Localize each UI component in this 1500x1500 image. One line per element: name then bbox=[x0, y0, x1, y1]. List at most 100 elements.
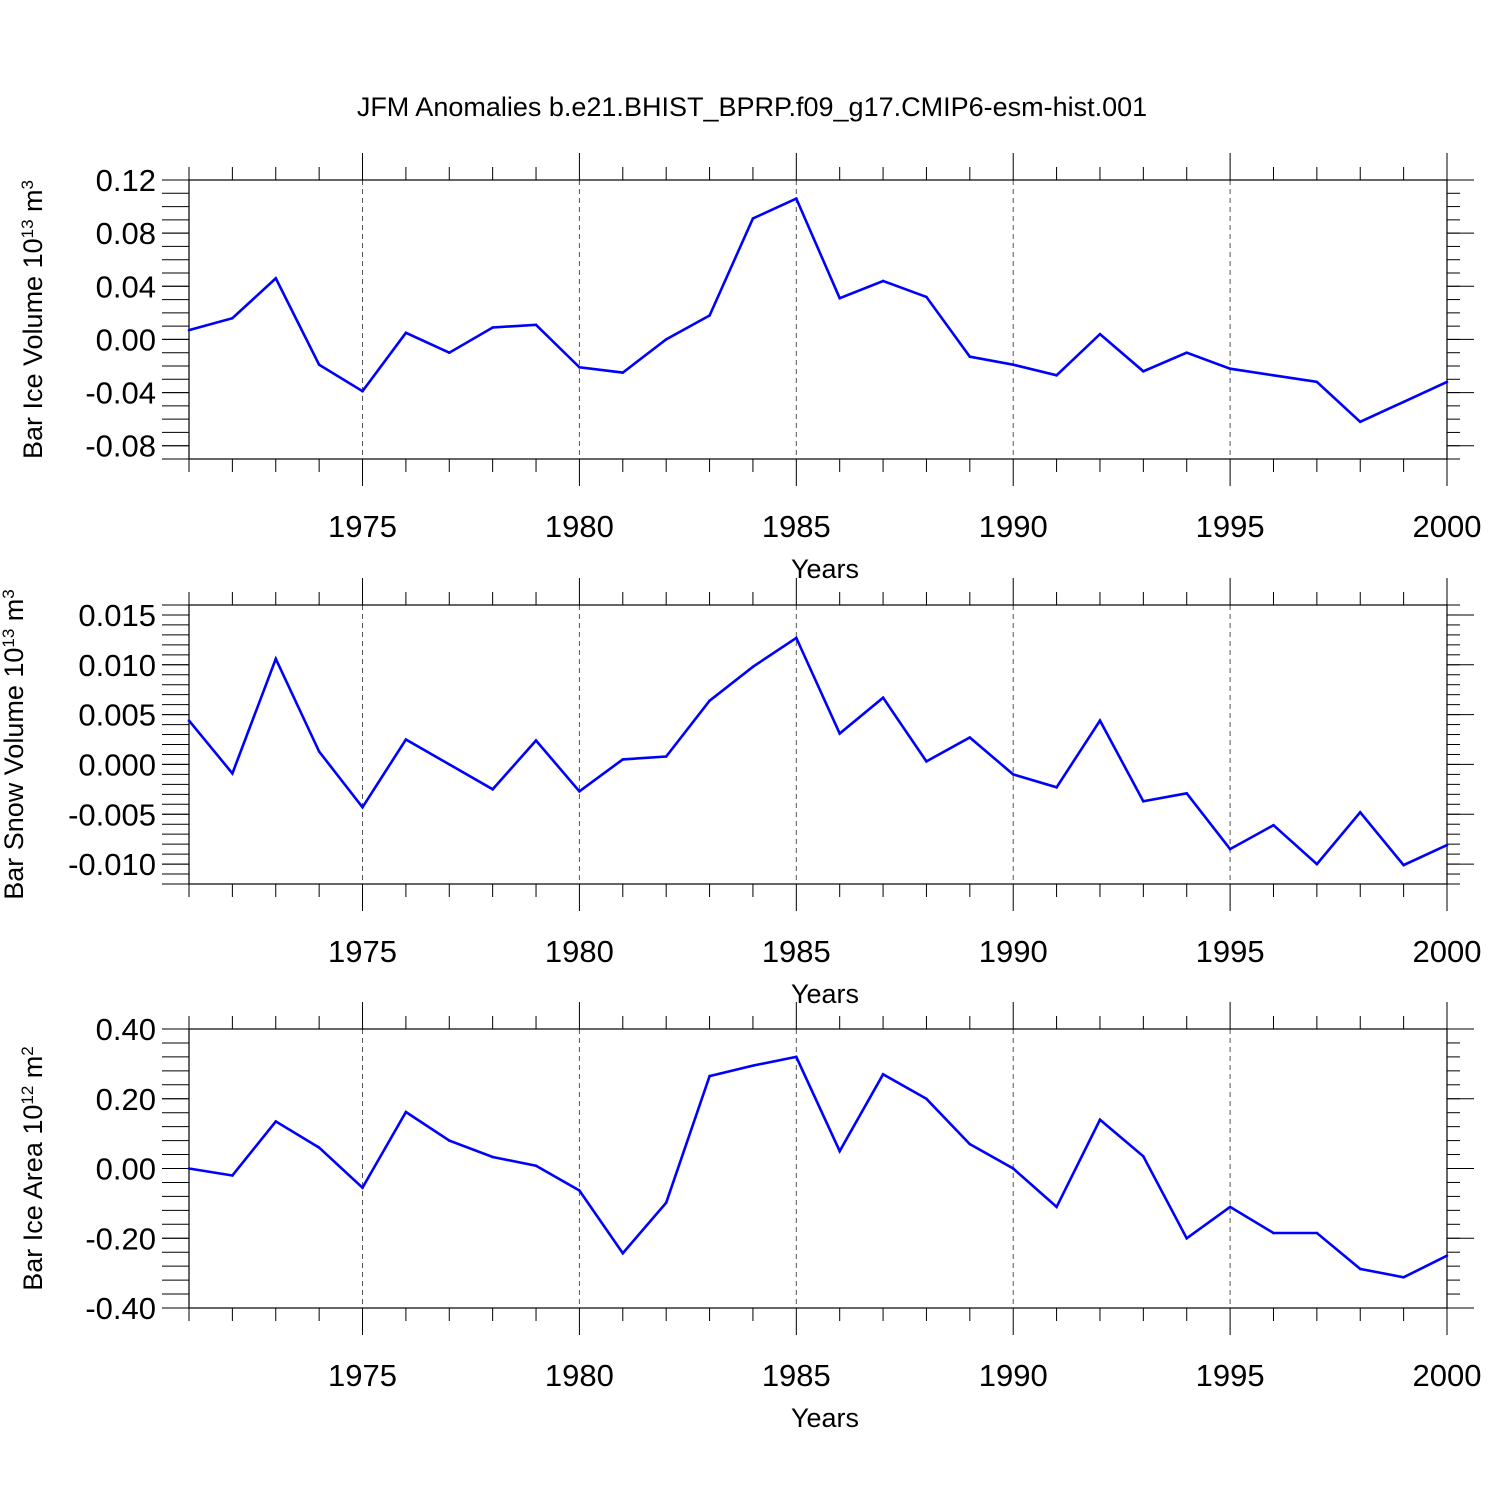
data-point bbox=[708, 699, 711, 702]
data-point bbox=[447, 1139, 451, 1142]
y-tick-label: -0.04 bbox=[85, 376, 156, 411]
series-line bbox=[187, 635, 1448, 867]
data-point bbox=[491, 788, 494, 791]
data-point bbox=[361, 1186, 364, 1189]
data-point bbox=[187, 1167, 191, 1170]
data-point bbox=[404, 1110, 408, 1114]
data-point bbox=[881, 1073, 885, 1076]
plot-frame bbox=[188, 1028, 1448, 1309]
data-point bbox=[838, 1149, 841, 1153]
data-point bbox=[968, 736, 972, 739]
data-point bbox=[1185, 351, 1189, 355]
y-axis-label: Bar Ice Area 1012 m2 bbox=[18, 1046, 49, 1291]
data-point bbox=[1315, 862, 1319, 866]
y-tick-label: -0.08 bbox=[85, 429, 156, 464]
data-point bbox=[317, 750, 321, 753]
x-tick-label: 2000 bbox=[1413, 934, 1482, 969]
data-point bbox=[187, 328, 191, 332]
data-point bbox=[708, 314, 711, 317]
data-point bbox=[838, 296, 841, 300]
y-tick-label: 0.40 bbox=[96, 1012, 156, 1047]
data-point bbox=[447, 763, 451, 766]
data-point bbox=[1402, 1276, 1405, 1279]
data-point bbox=[274, 657, 278, 661]
x-tick-label: 1980 bbox=[545, 1358, 614, 1393]
data-point bbox=[1055, 786, 1058, 789]
data-point bbox=[925, 295, 928, 299]
x-tick-label: 1995 bbox=[1196, 1358, 1265, 1393]
data-point bbox=[578, 790, 581, 793]
data-point bbox=[1445, 380, 1449, 384]
y-tick-label: -0.010 bbox=[68, 847, 156, 882]
x-tick-label: 2000 bbox=[1413, 509, 1482, 544]
data-point bbox=[1098, 1118, 1102, 1121]
y-tick-label: 0.04 bbox=[96, 269, 156, 304]
data-point bbox=[795, 636, 798, 640]
data-point bbox=[1358, 420, 1362, 424]
data-point bbox=[491, 326, 494, 329]
series-line bbox=[188, 1055, 1448, 1279]
data-point bbox=[1315, 380, 1319, 384]
data-point bbox=[1358, 810, 1362, 814]
data-point bbox=[404, 738, 408, 741]
y-axis-label: Bar Ice Volume 1013 m3 bbox=[18, 180, 49, 459]
data-point bbox=[274, 277, 278, 280]
data-point bbox=[925, 760, 928, 763]
data-point bbox=[1011, 363, 1015, 366]
y-axis-label: Bar Snow Volume 1013 m3 bbox=[0, 589, 29, 900]
x-axis-label: Years bbox=[791, 979, 859, 1009]
data-point bbox=[1272, 374, 1275, 377]
data-point bbox=[1055, 1205, 1058, 1209]
data-point bbox=[925, 1097, 928, 1101]
data-point bbox=[881, 696, 885, 699]
data-point bbox=[361, 805, 364, 809]
data-point bbox=[534, 1164, 538, 1168]
data-point bbox=[795, 197, 798, 200]
data-point bbox=[621, 371, 625, 374]
y-tick-label: 0.00 bbox=[96, 322, 156, 357]
data-point bbox=[621, 758, 625, 761]
data-point bbox=[1011, 773, 1015, 776]
x-tick-label: 1975 bbox=[328, 509, 397, 544]
data-point bbox=[1228, 367, 1232, 370]
x-tick-label: 1990 bbox=[979, 1358, 1048, 1393]
data-point bbox=[1315, 1231, 1319, 1235]
y-tick-label: 0.000 bbox=[78, 747, 156, 782]
data-point bbox=[708, 1074, 711, 1078]
data-point bbox=[1445, 843, 1449, 847]
data-point bbox=[1142, 1154, 1145, 1158]
x-tick-label: 1985 bbox=[762, 509, 831, 544]
panel-1: -0.08 -0.04 0.00 0.04 0.08 0.12 1975 1980 1985 19… bbox=[18, 153, 1482, 584]
data-point bbox=[1272, 1231, 1275, 1235]
y-tick-label: 0.08 bbox=[96, 216, 156, 251]
data-point bbox=[1228, 1205, 1232, 1209]
data-point bbox=[578, 366, 581, 369]
data-point bbox=[664, 1201, 668, 1204]
x-tick-label: 1980 bbox=[545, 934, 614, 969]
data-point bbox=[751, 217, 755, 220]
data-point bbox=[534, 323, 538, 327]
x-tick-label: 1995 bbox=[1196, 509, 1265, 544]
panel-3: -0.40 -0.20 0.00 0.20 0.40 1975 1980 1985 1990 19… bbox=[18, 1002, 1481, 1433]
data-point bbox=[1445, 1254, 1449, 1257]
data-point bbox=[404, 331, 408, 335]
y-tick-label: -0.005 bbox=[68, 797, 156, 832]
data-point bbox=[578, 1189, 581, 1192]
x-tick-label: 1990 bbox=[979, 509, 1048, 544]
data-point bbox=[881, 279, 885, 283]
data-point bbox=[664, 755, 668, 758]
y-tick-label: 0.12 bbox=[96, 163, 156, 198]
data-point bbox=[751, 665, 755, 669]
x-tick-label: 1985 bbox=[762, 934, 831, 969]
data-point bbox=[795, 1055, 798, 1059]
data-point bbox=[534, 739, 538, 742]
data-point bbox=[968, 1142, 972, 1146]
y-tick-label: 0.20 bbox=[96, 1082, 156, 1117]
y-tick-label: -0.20 bbox=[85, 1221, 156, 1256]
y-tick-label: 0.015 bbox=[78, 598, 156, 633]
x-axis-label: Years bbox=[791, 1403, 859, 1433]
data-point bbox=[447, 351, 451, 355]
data-point bbox=[968, 355, 972, 359]
data-point bbox=[1402, 863, 1405, 867]
